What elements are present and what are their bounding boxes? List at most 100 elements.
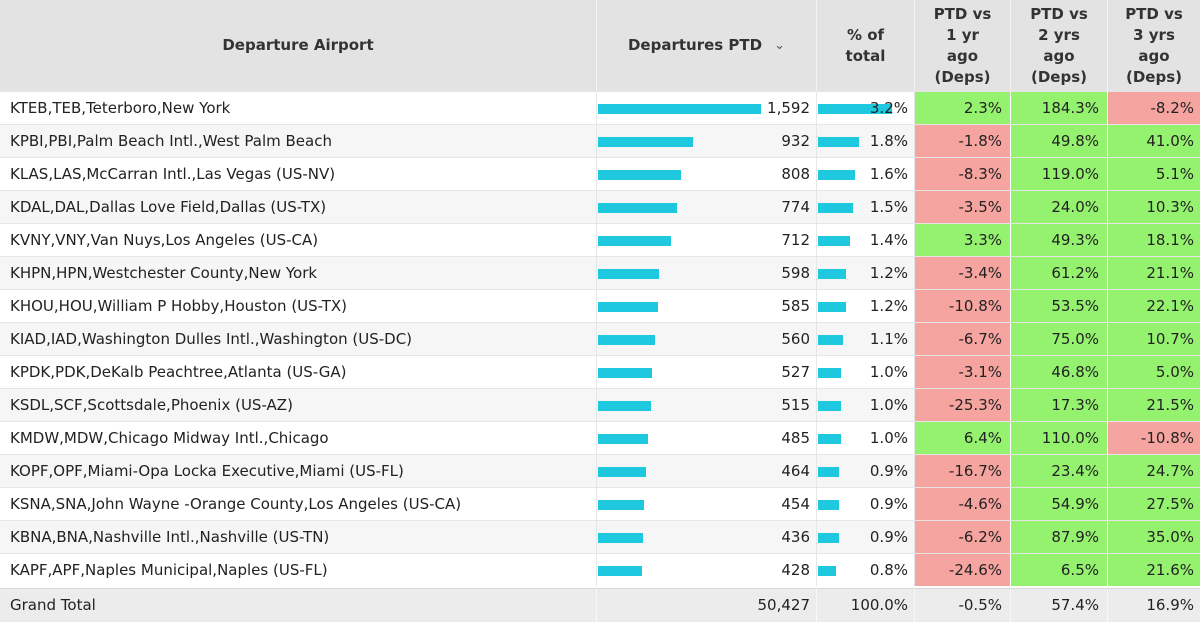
airport-cell: KSDL,SCF,Scottsdale,Phoenix (US-AZ) [0, 389, 597, 421]
airport-cell: KBNA,BNA,Nashville Intl.,Nashville (US-T… [0, 521, 597, 553]
departures-cell: 464 [597, 455, 817, 487]
table-row[interactable]: KSDL,SCF,Scottsdale,Phoenix (US-AZ) 515 1.… [0, 388, 1200, 421]
vs-1yr-cell: -16.7% [915, 455, 1011, 487]
pct-total-value: 1.2% [869, 297, 908, 315]
departures-value: 436 [781, 528, 810, 546]
table-row[interactable]: KVNY,VNY,Van Nuys,Los Angeles (US-CA) 712… [0, 223, 1200, 256]
pct-total-value: 0.9% [869, 462, 908, 480]
vs-3yrs-cell: 10.3% [1108, 191, 1200, 223]
vs-2yrs-cell: 49.3% [1011, 224, 1108, 256]
pct-total-cell: 1.2% [817, 290, 915, 322]
pct-total-value: 1.8% [869, 132, 908, 150]
pct-total-cell: 1.0% [817, 422, 915, 454]
departures-value: 1,592 [767, 99, 810, 117]
vs-2yrs-cell: 61.2% [1011, 257, 1108, 289]
vs-1yr-cell: 3.3% [915, 224, 1011, 256]
table-row[interactable]: KIAD,IAD,Washington Dulles Intl.,Washing… [0, 322, 1200, 355]
pct-total-bar [818, 566, 836, 576]
airport-cell: KDAL,DAL,Dallas Love Field,Dallas (US-TX… [0, 191, 597, 223]
grand-total-vs2: 57.4% [1011, 589, 1108, 622]
chevron-down-icon[interactable]: ⌄ [774, 38, 786, 53]
departures-cell: 527 [597, 356, 817, 388]
vs-1yr-cell: 2.3% [915, 92, 1011, 124]
header-departures-ptd[interactable]: Departures PTD ⌄ [597, 0, 817, 91]
pct-total-value: 1.2% [869, 264, 908, 282]
airport-cell: KPDK,PDK,DeKalb Peachtree,Atlanta (US-GA… [0, 356, 597, 388]
pct-total-cell: 1.0% [817, 389, 915, 421]
table-row[interactable]: KAPF,APF,Naples Municipal,Naples (US-FL)… [0, 553, 1200, 586]
header-label: Departures PTD [627, 36, 763, 54]
vs-3yrs-cell: 5.0% [1108, 356, 1200, 388]
table-row[interactable]: KDAL,DAL,Dallas Love Field,Dallas (US-TX… [0, 190, 1200, 223]
departures-bar [598, 401, 651, 411]
departures-bar [598, 137, 693, 147]
pct-total-value: 0.8% [869, 561, 908, 579]
pct-total-bar [818, 500, 839, 510]
pct-total-bar [818, 467, 839, 477]
grand-total-vs1: -0.5% [915, 589, 1011, 622]
departures-bar [598, 302, 658, 312]
table-row[interactable]: KMDW,MDW,Chicago Midway Intl.,Chicago 485… [0, 421, 1200, 454]
grand-total-label: Grand Total [0, 589, 597, 622]
vs-3yrs-cell: 35.0% [1108, 521, 1200, 553]
airport-cell: KIAD,IAD,Washington Dulles Intl.,Washing… [0, 323, 597, 355]
vs-1yr-cell: -1.8% [915, 125, 1011, 157]
vs-3yrs-cell: 21.1% [1108, 257, 1200, 289]
pct-total-bar [818, 401, 841, 411]
vs-1yr-cell: 6.4% [915, 422, 1011, 454]
header-pct-total[interactable]: % of total [817, 0, 915, 91]
table-row[interactable]: KPDK,PDK,DeKalb Peachtree,Atlanta (US-GA… [0, 355, 1200, 388]
grand-total-departures: 50,427 [597, 589, 817, 622]
vs-2yrs-cell: 184.3% [1011, 92, 1108, 124]
departures-cell: 598 [597, 257, 817, 289]
grand-total-row: Grand Total 50,427 100.0% -0.5% 57.4% 16… [0, 588, 1200, 622]
pct-total-value: 1.0% [869, 396, 908, 414]
table-row[interactable]: KLAS,LAS,McCarran Intl.,Las Vegas (US-NV… [0, 157, 1200, 190]
airport-cell: KVNY,VNY,Van Nuys,Los Angeles (US-CA) [0, 224, 597, 256]
header-ptd-vs-1yr[interactable]: PTD vs 1 yr ago (Deps) [915, 0, 1011, 91]
pct-total-bar [818, 170, 855, 180]
departures-cell: 932 [597, 125, 817, 157]
departures-value: 808 [781, 165, 810, 183]
header-departure-airport[interactable]: Departure Airport [0, 0, 597, 91]
departures-bar [598, 236, 671, 246]
pct-total-value: 3.2% [869, 99, 908, 117]
pct-total-bar [818, 368, 841, 378]
table-row[interactable]: KTEB,TEB,Teterboro,New York 1,592 3.2% 2.3%… [0, 91, 1200, 124]
pct-total-cell: 0.9% [817, 455, 915, 487]
pct-total-cell: 1.4% [817, 224, 915, 256]
vs-3yrs-cell: 21.6% [1108, 554, 1200, 586]
airport-cell: KLAS,LAS,McCarran Intl.,Las Vegas (US-NV… [0, 158, 597, 190]
pct-total-value: 1.0% [869, 363, 908, 381]
pct-total-bar [818, 203, 853, 213]
pct-total-value: 1.5% [869, 198, 908, 216]
vs-1yr-cell: -3.4% [915, 257, 1011, 289]
header-ptd-vs-2yrs[interactable]: PTD vs 2 yrs ago (Deps) [1011, 0, 1108, 91]
vs-2yrs-cell: 75.0% [1011, 323, 1108, 355]
table-row[interactable]: KHOU,HOU,William P Hobby,Houston (US-TX)… [0, 289, 1200, 322]
vs-2yrs-cell: 46.8% [1011, 356, 1108, 388]
departures-cell: 585 [597, 290, 817, 322]
airport-cell: KOPF,OPF,Miami-Opa Locka Executive,Miami… [0, 455, 597, 487]
departures-bar [598, 170, 681, 180]
airport-cell: KAPF,APF,Naples Municipal,Naples (US-FL) [0, 554, 597, 586]
airport-cell: KTEB,TEB,Teterboro,New York [0, 92, 597, 124]
vs-3yrs-cell: 22.1% [1108, 290, 1200, 322]
vs-3yrs-cell: -8.2% [1108, 92, 1200, 124]
table-row[interactable]: KSNA,SNA,John Wayne -Orange County,Los A… [0, 487, 1200, 520]
vs-2yrs-cell: 17.3% [1011, 389, 1108, 421]
table-row[interactable]: KOPF,OPF,Miami-Opa Locka Executive,Miami… [0, 454, 1200, 487]
grand-total-vs3: 16.9% [1146, 596, 1194, 614]
departures-value: 585 [781, 297, 810, 315]
header-ptd-vs-3yrs[interactable]: PTD vs 3 yrs ago (Deps) [1108, 0, 1200, 91]
table-row[interactable]: KPBI,PBI,Palm Beach Intl.,West Palm Beac… [0, 124, 1200, 157]
pct-total-cell: 1.6% [817, 158, 915, 190]
departures-value: 774 [781, 198, 810, 216]
departures-cell: 428 [597, 554, 817, 586]
table-row[interactable]: KBNA,BNA,Nashville Intl.,Nashville (US-T… [0, 520, 1200, 553]
header-label: PTD vs 3 yrs ago (Deps) [1125, 4, 1183, 86]
table-row[interactable]: KHPN,HPN,Westchester County,New York 598 1… [0, 256, 1200, 289]
departures-cell: 436 [597, 521, 817, 553]
departures-cell: 1,592 [597, 92, 817, 124]
departures-value: 527 [781, 363, 810, 381]
